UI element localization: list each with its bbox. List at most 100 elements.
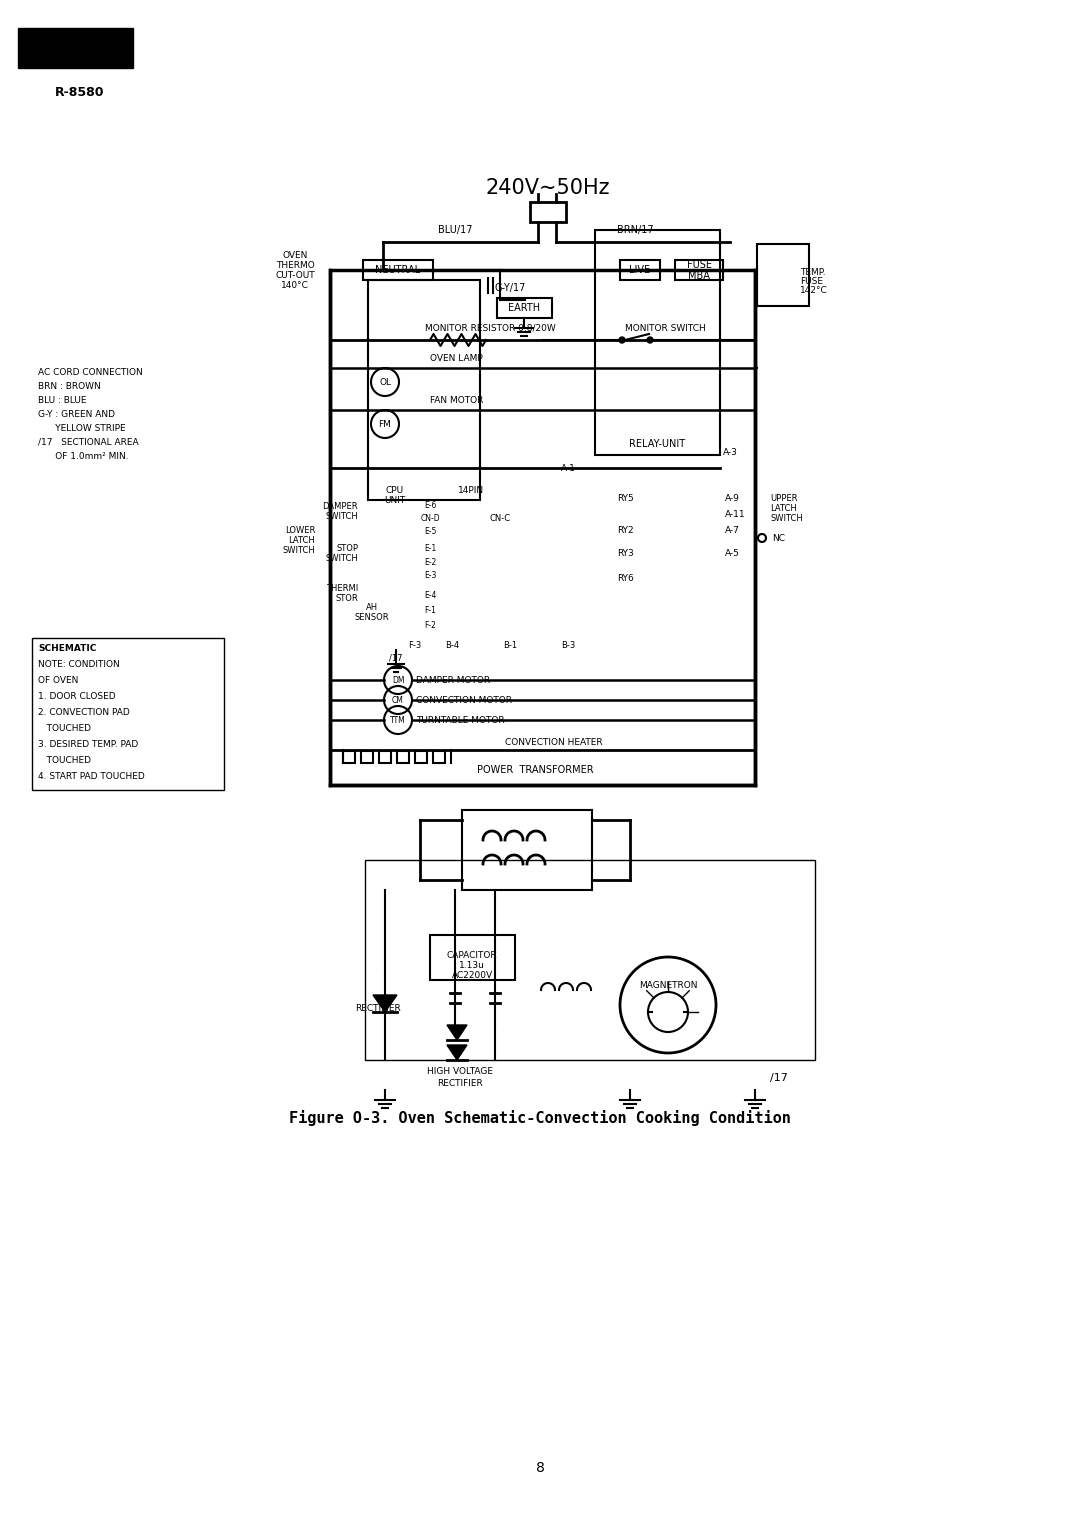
Text: F-3: F-3 [408, 640, 421, 649]
Text: /17   SECTIONAL AREA: /17 SECTIONAL AREA [38, 437, 138, 447]
Text: SENSOR: SENSOR [354, 613, 389, 622]
Text: B-4: B-4 [445, 640, 459, 649]
Text: RY5: RY5 [617, 494, 633, 503]
Text: SWITCH: SWITCH [282, 546, 315, 555]
Text: 1. DOOR CLOSED: 1. DOOR CLOSED [38, 692, 116, 701]
Polygon shape [447, 1045, 467, 1061]
Text: SWITCH: SWITCH [325, 553, 357, 562]
Text: FAN MOTOR: FAN MOTOR [430, 396, 484, 404]
Text: TOUCHED: TOUCHED [38, 724, 91, 733]
Bar [757, 244, 809, 306]
Text: POWER  TRANSFORMER: POWER TRANSFORMER [476, 765, 593, 776]
Text: UNIT: UNIT [384, 495, 406, 504]
Text: RECTIFIER: RECTIFIER [355, 1003, 401, 1012]
Bar [361, 751, 373, 764]
Text: Figure O-3. Oven Schematic-Convection Cooking Condition: Figure O-3. Oven Schematic-Convection Co… [289, 1109, 791, 1126]
Bar [620, 261, 660, 280]
Text: 142°C: 142°C [800, 285, 827, 294]
Bar [415, 751, 427, 764]
Text: SWITCH: SWITCH [325, 512, 357, 521]
Text: THERMO: THERMO [275, 261, 314, 270]
Bar [675, 261, 723, 280]
Text: OVEN LAMP: OVEN LAMP [430, 354, 483, 363]
Text: FUSE: FUSE [800, 276, 823, 285]
Text: LATCH: LATCH [288, 535, 315, 544]
Text: CAPACITOR: CAPACITOR [447, 951, 497, 960]
Text: LOWER: LOWER [285, 526, 315, 535]
Text: BLU : BLUE: BLU : BLUE [38, 396, 86, 404]
Text: FM: FM [379, 419, 391, 428]
Text: TEMP.: TEMP. [800, 268, 825, 276]
Text: DAMPER MOTOR: DAMPER MOTOR [416, 675, 490, 684]
Text: BRN : BROWN: BRN : BROWN [38, 381, 100, 390]
Text: NC: NC [772, 533, 785, 543]
Text: EARTH: EARTH [508, 303, 540, 312]
Text: MONITOR SWITCH: MONITOR SWITCH [624, 323, 705, 332]
Text: CM: CM [392, 695, 404, 704]
Text: A-3: A-3 [723, 448, 738, 457]
Text: 240V∼50Hz: 240V∼50Hz [486, 178, 610, 198]
Circle shape [647, 337, 653, 343]
Text: TOUCHED: TOUCHED [38, 756, 91, 765]
Text: RECTIFIER: RECTIFIER [437, 1079, 483, 1088]
Bar [330, 270, 755, 785]
Text: F-1: F-1 [424, 605, 436, 614]
Polygon shape [447, 1026, 467, 1039]
Text: R-8580: R-8580 [55, 85, 105, 99]
Text: MAGNETRON: MAGNETRON [638, 980, 698, 989]
Bar [530, 203, 566, 223]
Text: 2. CONVECTION PAD: 2. CONVECTION PAD [38, 707, 130, 716]
Text: HIGH VOLTAGE: HIGH VOLTAGE [427, 1067, 492, 1076]
Text: E-2: E-2 [423, 558, 436, 567]
Text: B-1: B-1 [503, 640, 517, 649]
Text: A-7: A-7 [725, 526, 740, 535]
Text: BLU/17: BLU/17 [437, 226, 472, 235]
Text: OF OVEN: OF OVEN [38, 675, 79, 684]
Text: OF 1.0mm² MIN.: OF 1.0mm² MIN. [38, 451, 129, 460]
Text: RY6: RY6 [617, 573, 633, 582]
Bar [595, 230, 720, 456]
Text: MBA: MBA [688, 271, 710, 280]
Bar [368, 280, 480, 500]
Text: E-6: E-6 [423, 500, 436, 509]
Bar [397, 751, 409, 764]
Text: E-3: E-3 [423, 570, 436, 579]
Text: LATCH: LATCH [770, 503, 797, 512]
Text: SWITCH: SWITCH [770, 514, 802, 523]
Text: RY2: RY2 [617, 526, 633, 535]
Text: 4. START PAD TOUCHED: 4. START PAD TOUCHED [38, 771, 145, 780]
Text: SCHEMATIC: SCHEMATIC [38, 643, 96, 652]
Bar [363, 261, 433, 280]
Text: CPU: CPU [386, 486, 404, 494]
Text: 3. DESIRED TEMP. PAD: 3. DESIRED TEMP. PAD [38, 739, 138, 748]
Text: B-3: B-3 [561, 640, 576, 649]
Text: 140°C: 140°C [281, 280, 309, 290]
Text: BRN/17: BRN/17 [617, 226, 653, 235]
Bar [343, 751, 355, 764]
Text: A-11: A-11 [725, 509, 745, 518]
Text: E-4: E-4 [423, 590, 436, 599]
Text: YELLOW STRIPE: YELLOW STRIPE [38, 424, 125, 433]
Text: CONVECTION MOTOR: CONVECTION MOTOR [416, 695, 512, 704]
Text: A-1: A-1 [561, 463, 576, 472]
Text: CUT-OUT: CUT-OUT [275, 270, 314, 279]
Text: CN-D: CN-D [420, 514, 440, 523]
Text: A-5: A-5 [725, 549, 740, 558]
Text: G-Y : GREEN AND: G-Y : GREEN AND [38, 410, 114, 419]
Text: STOP: STOP [336, 544, 357, 553]
Text: /17: /17 [389, 654, 403, 663]
Text: AH: AH [366, 602, 378, 611]
Bar [433, 751, 445, 764]
Circle shape [619, 337, 625, 343]
Bar [18, 27, 133, 69]
Text: RY3: RY3 [617, 549, 633, 558]
Text: CN-C: CN-C [489, 514, 511, 523]
Text: AC CORD CONNECTION: AC CORD CONNECTION [38, 367, 143, 376]
Text: OVEN: OVEN [282, 250, 308, 259]
Bar [365, 860, 815, 1061]
Text: LIVE: LIVE [630, 265, 650, 274]
Text: TTM: TTM [390, 715, 406, 724]
Text: UPPER: UPPER [770, 494, 797, 503]
Text: DAMPER: DAMPER [322, 501, 357, 511]
Text: F-2: F-2 [424, 620, 436, 629]
